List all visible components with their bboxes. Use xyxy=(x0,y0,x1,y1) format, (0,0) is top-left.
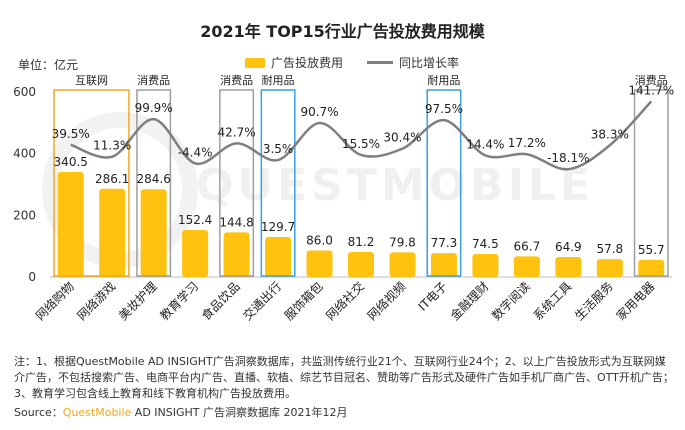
y-tick-label: 400 xyxy=(13,147,36,161)
legend-line-swatch xyxy=(367,61,394,64)
growth-label-14: 38.3% xyxy=(591,127,629,141)
bar-value-label-13: 64.9 xyxy=(555,240,582,254)
bar-10 xyxy=(430,253,457,277)
x-tick-label-4: 教育学习 xyxy=(157,279,202,324)
group-label-3: 消费品 xyxy=(220,73,253,87)
group-box-3 xyxy=(219,89,255,277)
source-brand: QuestMobile xyxy=(62,406,132,419)
bar-2 xyxy=(99,188,126,277)
bar-1 xyxy=(57,172,84,277)
x-tick-label-3: 美妆护理 xyxy=(116,279,160,323)
watermark-text: QUESTMOBILE xyxy=(196,160,594,211)
bar-9 xyxy=(389,252,416,277)
growth-label-8: 15.5% xyxy=(342,137,380,151)
bar-value-label-8: 81.2 xyxy=(348,235,375,249)
bar-value-label-4: 152.4 xyxy=(178,213,212,227)
growth-label-13: -18.1% xyxy=(547,151,589,165)
bar-value-label-7: 86.0 xyxy=(306,233,333,247)
bar-13 xyxy=(555,256,582,277)
bar-12 xyxy=(513,256,540,277)
growth-line xyxy=(70,100,653,171)
footnote: 注：1、根据QuestMobile AD INSIGHT广告洞察数据库，共监测传… xyxy=(14,355,674,400)
unit-label: 单位：亿元 xyxy=(18,58,79,72)
growth-label-1: 39.5% xyxy=(52,127,90,141)
growth-label-7: 90.7% xyxy=(300,105,338,119)
bar-5 xyxy=(223,232,250,277)
growth-label-12: 17.2% xyxy=(508,136,546,150)
bar-value-label-1: 340.5 xyxy=(54,155,88,169)
x-tick-label-13: 系统工具 xyxy=(531,279,575,323)
bar-11 xyxy=(472,254,499,277)
legend-line-label: 同比增长率 xyxy=(399,56,460,70)
bar-15 xyxy=(638,259,665,277)
x-tick-label-9: 网络视频 xyxy=(364,279,409,324)
growth-label-6: 3.5% xyxy=(263,142,294,156)
growth-label-5: 42.7% xyxy=(218,125,256,139)
bar-value-label-14: 57.8 xyxy=(596,242,623,256)
y-tick-label: 600 xyxy=(13,85,36,99)
x-tick-label-7: 服饰箱包 xyxy=(281,279,326,324)
bar-value-label-3: 284.6 xyxy=(136,172,170,186)
group-box-5 xyxy=(426,89,462,277)
bar-value-label-9: 79.8 xyxy=(389,235,416,249)
growth-label-4: -4.4% xyxy=(178,145,213,159)
x-tick-label-11: 金融理财 xyxy=(447,279,492,324)
chart-title: 2021年 TOP15行业广告投放费用规模 xyxy=(200,22,485,41)
y-tick-label: 0 xyxy=(28,270,36,284)
x-tick-label-5: 食品饮品 xyxy=(198,279,243,324)
legend-bar-label: 广告投放费用 xyxy=(271,56,344,70)
bar-value-label-5: 144.8 xyxy=(219,215,253,229)
bar-6 xyxy=(265,237,292,277)
growth-label-9: 30.4% xyxy=(383,131,421,145)
growth-label-10: 97.5% xyxy=(425,102,463,116)
group-label-2: 消费品 xyxy=(137,73,170,87)
source-prefix: Source： xyxy=(14,406,63,419)
x-tick-label-10: IT电子 xyxy=(415,279,450,314)
bar-3 xyxy=(140,189,167,277)
x-tick-label-1: 网络购物 xyxy=(32,279,77,324)
growth-label-3: 99.9% xyxy=(135,101,173,115)
group-label-5: 耐用品 xyxy=(427,74,460,87)
bar-value-label-12: 66.7 xyxy=(514,239,541,253)
group-label-6: 消费品 xyxy=(635,73,668,87)
group-box-2 xyxy=(136,89,172,277)
bar-value-label-10: 77.3 xyxy=(431,236,458,250)
growth-label-2: 11.3% xyxy=(93,139,131,153)
group-label-4: 耐用品 xyxy=(262,74,295,87)
x-tick-label-15: 家用电器 xyxy=(613,279,658,324)
bar-value-label-11: 74.5 xyxy=(472,237,499,251)
bar-value-label-6: 129.7 xyxy=(261,220,295,234)
group-label-1: 互联网 xyxy=(75,74,108,87)
x-tick-label-12: 数字阅读 xyxy=(488,279,533,324)
bar-7 xyxy=(306,250,333,277)
group-box-6 xyxy=(633,89,669,277)
group-box-1 xyxy=(53,89,130,277)
x-tick-label-2: 网络游戏 xyxy=(74,279,119,324)
source-rest: AD INSIGHT 广告洞察数据库 2021年12月 xyxy=(131,406,348,419)
x-tick-label-14: 生活服务 xyxy=(571,279,616,324)
growth-label-11: 14.4% xyxy=(466,137,504,151)
bar-8 xyxy=(348,251,374,277)
y-tick-label: 200 xyxy=(13,208,36,222)
bar-14 xyxy=(596,259,623,277)
source-line: Source：QuestMobile AD INSIGHT 广告洞察数据库 20… xyxy=(14,404,348,420)
x-tick-label-8: 网络社交 xyxy=(323,279,368,324)
group-box-4 xyxy=(260,89,296,277)
bar-value-label-2: 286.1 xyxy=(95,172,129,186)
bar-4 xyxy=(182,230,209,277)
legend-bar-swatch xyxy=(245,57,265,68)
bar-value-label-15: 55.7 xyxy=(638,243,665,257)
legend: 广告投放费用 同比增长率 xyxy=(245,54,459,71)
growth-label-15: 141.7% xyxy=(628,83,674,97)
x-tick-label-6: 交通出行 xyxy=(240,279,285,324)
